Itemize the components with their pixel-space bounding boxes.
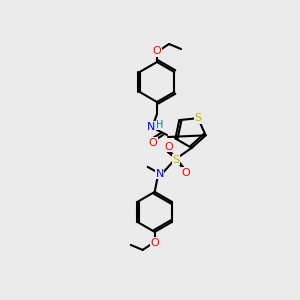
Text: O: O bbox=[181, 168, 190, 178]
Text: O: O bbox=[153, 46, 161, 56]
Text: N: N bbox=[147, 122, 155, 132]
Text: O: O bbox=[148, 138, 158, 148]
Text: H: H bbox=[156, 120, 164, 130]
Text: N: N bbox=[155, 169, 164, 179]
Text: O: O bbox=[164, 142, 173, 152]
Text: S: S bbox=[194, 113, 202, 123]
Text: O: O bbox=[150, 238, 159, 248]
Text: S: S bbox=[172, 155, 179, 165]
